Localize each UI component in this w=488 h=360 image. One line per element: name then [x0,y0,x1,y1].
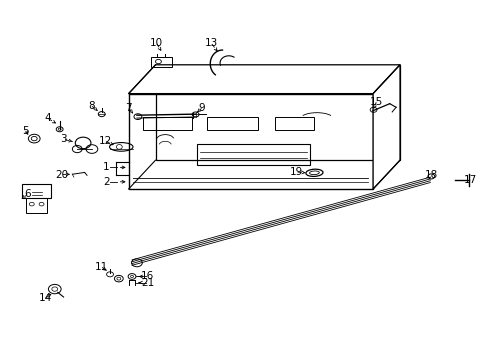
Text: 2: 2 [103,177,110,187]
Bar [275,117,314,130]
Text: 21: 21 [141,278,154,288]
Text: 3: 3 [60,134,67,144]
Bar [22,184,51,198]
Bar [197,144,309,165]
Text: 14: 14 [39,293,52,303]
Bar [155,65,399,160]
Polygon shape [372,65,399,189]
Text: 4: 4 [44,113,51,123]
Bar [206,117,258,130]
Text: 1: 1 [103,162,110,172]
Text: 8: 8 [88,101,95,111]
Text: 7: 7 [125,103,132,113]
Text: 10: 10 [150,38,163,48]
Text: 20: 20 [56,170,68,180]
Text: 9: 9 [198,103,205,113]
Bar [150,57,172,67]
Polygon shape [128,65,399,94]
Text: 12: 12 [98,136,112,146]
Bar [143,117,192,130]
Bar [128,94,372,189]
Text: 13: 13 [204,38,218,48]
Bar [26,198,47,213]
Text: 17: 17 [463,175,477,185]
Text: 5: 5 [22,126,29,136]
Text: 11: 11 [95,262,108,272]
Text: 6: 6 [24,189,31,199]
Text: 16: 16 [141,271,154,282]
Text: 18: 18 [424,170,438,180]
Text: 19: 19 [289,167,303,177]
Text: 15: 15 [369,96,383,107]
